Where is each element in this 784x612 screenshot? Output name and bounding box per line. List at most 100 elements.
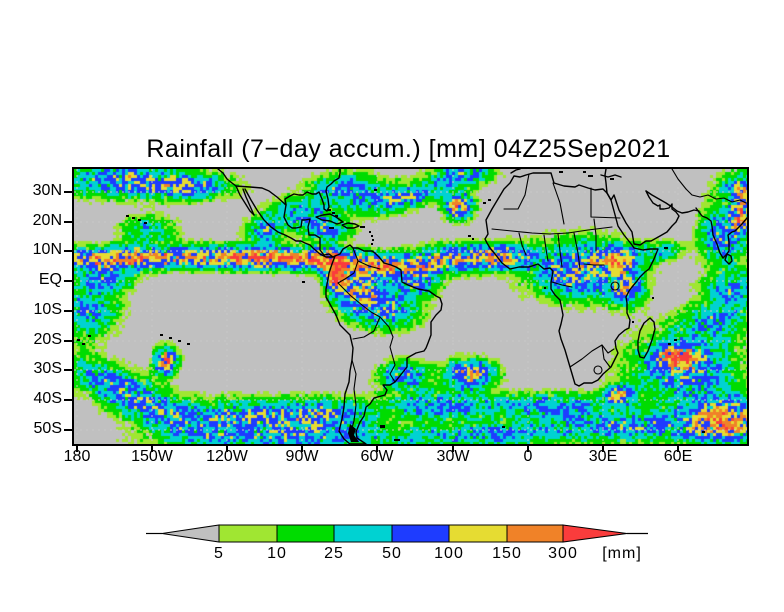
coastline-path <box>235 185 287 206</box>
country-border-path <box>350 359 357 432</box>
plot-title: Rainfall (7−day accum.) [mm] 04Z25Sep202… <box>146 135 671 163</box>
lat-tick <box>64 399 72 401</box>
island-dot <box>335 215 338 217</box>
coastline-path <box>283 169 341 258</box>
lon-tick-label: 90W <box>285 448 319 465</box>
lat-tick <box>64 369 72 371</box>
lat-tick <box>64 191 72 193</box>
island-dot <box>138 219 141 221</box>
colorbar-unit-label: [mm] <box>602 545 642 562</box>
island-dot <box>544 287 546 289</box>
lon-tick <box>151 446 153 452</box>
colorbar-shape <box>146 524 648 543</box>
coastline-path <box>484 172 659 387</box>
island-dot <box>144 222 147 224</box>
lat-tick <box>64 221 72 223</box>
country-border-path <box>551 281 573 288</box>
country-border-path <box>337 247 359 284</box>
island-dot <box>371 243 373 245</box>
island-dot <box>372 239 374 241</box>
lon-tick <box>76 446 78 452</box>
coastline-path <box>242 188 255 216</box>
island-dot <box>178 340 181 342</box>
country-border-path <box>569 344 603 368</box>
colorbar-tick-label: 10 <box>267 545 287 562</box>
lon-tick-label: 30E <box>588 448 618 465</box>
island-dot <box>559 171 563 173</box>
island-dot <box>472 238 474 240</box>
country-border-path <box>491 226 613 235</box>
island-dot <box>380 425 385 428</box>
island-dot <box>702 431 705 433</box>
colorbar-segment <box>391 524 450 543</box>
island-dot <box>394 439 400 441</box>
lat-tick <box>64 310 72 312</box>
country-border-path <box>590 187 621 219</box>
island-dot <box>126 215 129 217</box>
lake-outline <box>593 365 603 375</box>
colorbar-tick-label: 300 <box>548 545 578 562</box>
colorbar-segment <box>506 524 564 543</box>
coastline-path <box>600 174 622 178</box>
country-border-path <box>601 344 611 368</box>
island-dot <box>371 235 373 237</box>
lon-tick-label: 30W <box>436 448 470 465</box>
lat-tick-label: 50S <box>33 420 62 437</box>
coastline-path <box>724 253 733 265</box>
lat-tick-label: 10N <box>32 241 62 258</box>
rainfall-raster <box>74 169 747 444</box>
lon-tick <box>602 446 604 452</box>
lon-tick <box>452 446 454 452</box>
island-dot <box>88 335 91 337</box>
country-border-path <box>337 282 381 318</box>
country-border-path <box>357 260 381 270</box>
island-dot <box>82 343 85 345</box>
island-dot <box>328 209 331 211</box>
country-border-path <box>518 232 527 256</box>
island-dot <box>583 171 586 173</box>
coastline-path <box>315 213 344 225</box>
island-dot <box>369 231 371 233</box>
island-dot <box>77 339 80 341</box>
colorbar: 5 10 25 50 100 150 300 [mm] <box>146 520 706 568</box>
lon-tick-label: 0 <box>523 448 533 465</box>
country-border-path <box>552 182 565 225</box>
colorbar-tick-label: 150 <box>492 545 522 562</box>
country-border-path <box>557 233 563 268</box>
lat-tick-label: 20N <box>32 212 62 229</box>
colorbar-tick-label: 100 <box>434 545 464 562</box>
colorbar-segment <box>448 524 508 543</box>
colorbar-tick-label: 5 <box>214 545 224 562</box>
colorbar-segment <box>218 524 278 543</box>
island-dot <box>169 337 172 339</box>
island-dot <box>329 227 334 229</box>
coastline-path <box>244 188 336 258</box>
lat-tick-label: 30S <box>33 360 62 377</box>
island-dot <box>652 297 654 299</box>
colorbar-tick-label: 50 <box>382 545 402 562</box>
lat-tick-label: 40S <box>33 390 62 407</box>
lon-tick <box>527 446 529 452</box>
coastline-path <box>510 169 521 174</box>
coastline-path <box>695 207 747 259</box>
country-border-path <box>352 316 381 340</box>
country-border-path <box>601 344 615 354</box>
island-dot <box>187 343 190 345</box>
island-dot <box>160 334 163 336</box>
lon-tick <box>376 446 378 452</box>
lat-tick-label: 20S <box>33 331 62 348</box>
coastline-path <box>606 190 680 246</box>
lon-tick-label: 120W <box>206 448 248 465</box>
map-frame <box>72 167 749 446</box>
lon-tick-label: 180 <box>63 448 91 465</box>
island-dot <box>132 217 135 219</box>
country-border-path <box>379 316 394 348</box>
country-border-path <box>671 169 687 190</box>
island-dot <box>468 235 471 237</box>
country-border-path <box>685 188 747 204</box>
island-dot <box>588 175 593 177</box>
coastline-path <box>325 244 443 444</box>
island-dot <box>483 202 486 204</box>
country-border-path <box>583 263 605 266</box>
lat-tick <box>64 340 72 342</box>
